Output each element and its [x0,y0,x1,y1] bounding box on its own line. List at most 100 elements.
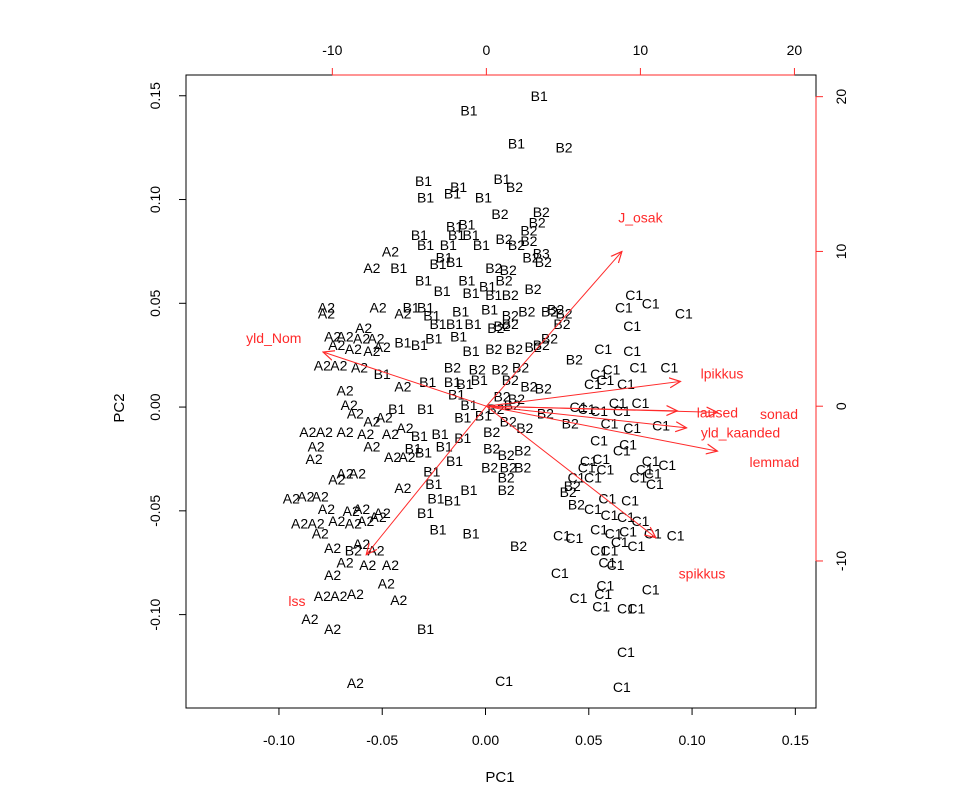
point-label: B2 [485,341,502,357]
point-label: A2 [336,382,353,398]
point-label: B2 [502,316,519,332]
point-label: B1 [452,304,469,320]
loading-label: sonad [760,406,798,422]
point-label: C1 [495,673,513,689]
point-label: A2 [336,424,353,440]
point-label: B1 [390,260,407,276]
right-tick-label: 0 [833,402,849,410]
point-label: A2 [328,337,345,353]
point-label: A2 [318,299,335,315]
loading-label: yld_Nom [246,330,301,346]
point-label: C1 [613,679,631,695]
loading-label: lemmad [750,454,800,470]
point-label: B1 [479,279,496,295]
point-label: B1 [405,441,422,457]
point-label: B2 [520,378,537,394]
point-label: B2 [487,320,504,336]
point-label: C1 [584,376,602,392]
point-label: C1 [617,600,635,616]
point-label: B1 [429,256,446,272]
point-label: C1 [636,461,654,477]
x-tick-label: 0.05 [575,732,602,748]
point-label: B1 [411,337,428,353]
point-label: B1 [411,227,428,243]
point-label: B2 [502,308,519,324]
point-label: B1 [465,316,482,332]
point-label: B1 [411,428,428,444]
point-label: B2 [496,272,513,288]
point-label: A2 [378,575,395,591]
loading-arrow [486,405,717,412]
point-label: C1 [660,360,678,376]
point-label: B1 [403,299,420,315]
point-label: A2 [396,420,413,436]
point-label: B1 [462,285,479,301]
point-label: B1 [450,179,467,195]
point-label: B1 [423,308,440,324]
point-label: A2 [316,424,333,440]
point-label: B1 [417,505,434,521]
point-label: B1 [481,302,498,318]
point-label: B2 [506,179,523,195]
point-label: B3 [533,245,550,261]
point-label: B2 [541,304,558,320]
point-label: C1 [567,470,585,486]
point-label: B2 [520,223,537,239]
point-label: A2 [343,503,360,519]
point-label: A2 [390,592,407,608]
point-label: A2 [308,438,325,454]
point-label: C1 [658,457,676,473]
point-label: B2 [564,478,581,494]
point-label: A2 [341,397,358,413]
point-label: A2 [328,513,345,529]
point-label: C1 [590,366,608,382]
point-label: B1 [388,401,405,417]
point-label: C1 [600,542,618,558]
point-label: B2 [500,262,517,278]
point-label: B1 [417,189,434,205]
point-label: A2 [353,331,370,347]
point-label: B1 [458,272,475,288]
point-label: A2 [324,567,341,583]
point-label: B2 [529,214,546,230]
point-label: B1 [432,426,449,442]
point-label: A2 [363,438,380,454]
point-label: C1 [607,557,625,573]
point-label: C1 [570,590,588,606]
loading-label: lpikkus [701,366,744,382]
point-label: C1 [596,461,614,477]
point-label: A2 [308,515,325,531]
point-label: C1 [598,490,616,506]
loading-arrow [485,251,622,407]
y-tick-label: -0.05 [147,495,163,527]
top-tick-label: 10 [633,42,649,58]
point-label: C1 [642,295,660,311]
loading-arrow [486,405,655,538]
point-label: A2 [314,588,331,604]
point-label: A2 [336,465,353,481]
point-label: C1 [623,318,641,334]
x-axis-title: PC1 [485,769,514,786]
point-label: A2 [376,409,393,425]
point-label: C1 [590,542,608,558]
point-label: B2 [491,206,508,222]
point-label: A2 [394,378,411,394]
point-label: B1 [446,316,463,332]
point-label: C1 [611,534,629,550]
point-label: C1 [621,492,639,508]
y-tick-label: -0.10 [147,598,163,630]
loading-label: spikkus [679,565,726,581]
point-label: B2 [555,306,572,322]
top-tick-label: 20 [787,42,803,58]
point-label: B1 [436,250,453,266]
point-label: C1 [623,420,641,436]
point-label: B1 [454,409,471,425]
point-label: A2 [324,540,341,556]
point-label: A2 [297,488,314,504]
point-label: C1 [675,306,693,322]
top-tick-label: -10 [322,42,342,58]
point-label: B2 [566,351,583,367]
point-label: B2 [562,416,579,432]
point-label: C1 [565,530,583,546]
point-label: A2 [347,405,364,421]
